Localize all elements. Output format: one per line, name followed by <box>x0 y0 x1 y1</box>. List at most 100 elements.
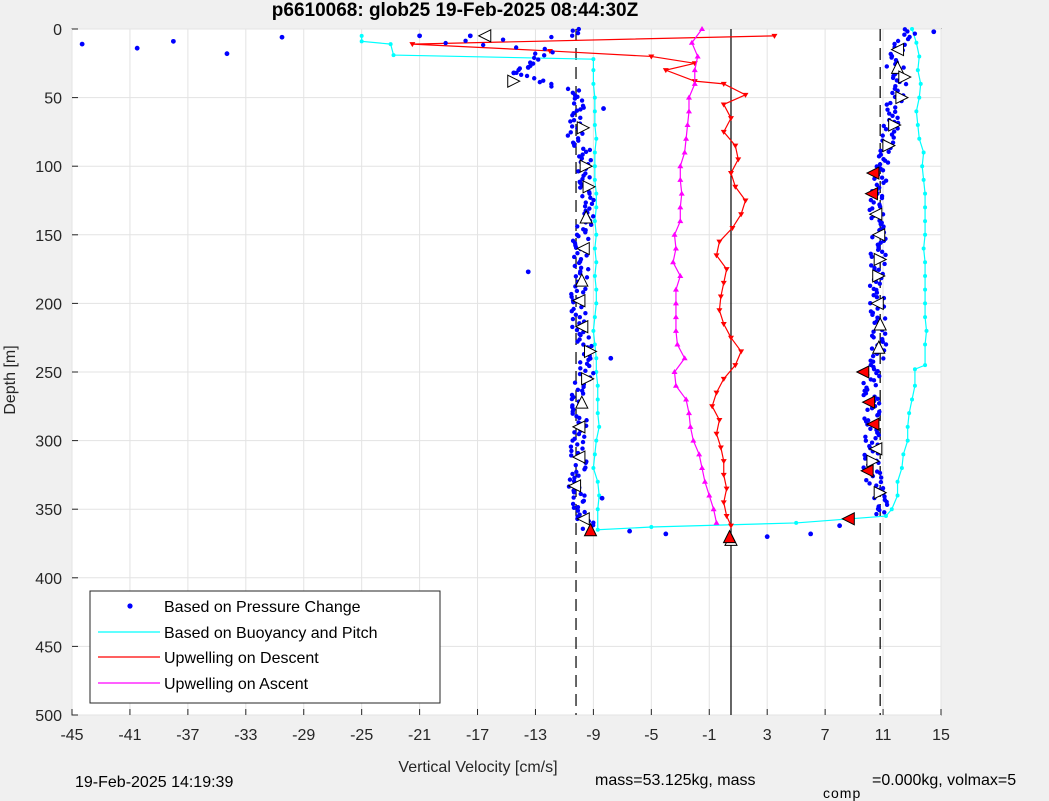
descent-upwelling-point <box>732 363 739 369</box>
open-triangle-marker <box>873 485 888 500</box>
pressure-change-point <box>837 523 843 529</box>
pressure-change-point <box>871 378 877 383</box>
pressure-change-point <box>582 204 588 209</box>
descent-upwelling-point <box>723 486 730 492</box>
buoyancy-pitch-point <box>923 232 928 237</box>
pressure-change-point <box>537 79 543 85</box>
buoyancy-pitch-point <box>907 411 912 416</box>
pressure-change-point <box>861 392 866 398</box>
buoyancy-pitch-point <box>921 246 926 251</box>
pressure-change-point <box>881 180 886 185</box>
open-triangle-marker <box>872 269 886 283</box>
filled-triangle-marker <box>855 365 870 379</box>
pressure-change-point <box>878 148 883 154</box>
buoyancy-pitch-point <box>899 466 904 471</box>
pressure-change-point <box>570 33 575 38</box>
pressure-change-point <box>224 51 230 57</box>
pressure-change-point <box>575 339 580 344</box>
pressure-change-point <box>577 415 582 421</box>
pressure-change-point <box>574 327 580 333</box>
footer-volmax: =0.000kg, volmax=5 <box>872 772 1017 789</box>
buoyancy-pitch-point <box>597 493 602 498</box>
pressure-change-point <box>525 65 531 70</box>
ascent-upwelling-point <box>681 149 688 155</box>
x-tick-label: -37 <box>176 727 199 744</box>
pressure-change-point <box>868 426 873 431</box>
pressure-change-point <box>883 342 889 347</box>
pressure-change-point <box>573 462 578 468</box>
open-triangle-marker <box>873 316 887 331</box>
open-triangle-marker <box>890 42 905 57</box>
y-tick-label: 350 <box>35 502 62 519</box>
pressure-change-point <box>575 387 581 392</box>
buoyancy-pitch-point <box>924 328 929 333</box>
pressure-change-point <box>531 55 537 61</box>
pressure-change-point <box>874 294 880 300</box>
ascent-upwelling-point <box>672 327 679 333</box>
buoyancy-pitch-point <box>592 342 597 347</box>
buoyancy-pitch-point <box>594 356 599 361</box>
descent-upwelling-point <box>720 376 727 382</box>
pressure-change-point <box>888 100 893 106</box>
buoyancy-pitch-point <box>594 232 599 237</box>
ascent-upwelling-point <box>687 423 694 429</box>
descent-upwelling-point <box>720 459 727 465</box>
pressure-change-point <box>587 191 592 196</box>
buoyancy-pitch-point <box>923 191 928 196</box>
pressure-change-point <box>569 453 574 458</box>
pressure-change-point <box>575 442 580 447</box>
descent-upwelling-point <box>709 404 716 410</box>
ascent-upwelling-point <box>672 382 679 388</box>
pressure-change-point <box>912 31 918 36</box>
buoyancy-pitch-point <box>597 424 602 429</box>
pressure-change-point <box>865 407 870 413</box>
open-triangle-marker <box>890 60 905 74</box>
triangle-markers <box>477 29 912 546</box>
pressure-change-point <box>578 491 583 497</box>
pressure-change-point <box>571 117 577 123</box>
pressure-change-point <box>876 432 882 438</box>
pressure-change-point <box>580 526 586 532</box>
ascent-upwelling-point <box>670 259 677 265</box>
pressure-change-point <box>881 356 886 361</box>
pressure-change-point <box>587 206 592 211</box>
buoyancy-pitch-point <box>921 177 926 182</box>
buoyancy-pitch-point <box>592 123 597 128</box>
pressure-change-point <box>861 380 866 386</box>
footer-mass: mass=53.125kg, mass <box>595 772 756 789</box>
descent-upwelling-point <box>771 33 778 39</box>
x-tick-label: -17 <box>466 727 489 744</box>
buoyancy-pitch-point <box>591 57 596 62</box>
pressure-change-point <box>518 72 524 78</box>
x-tick-label: -5 <box>644 727 658 744</box>
x-tick-label: 7 <box>821 727 830 744</box>
pressure-change-point <box>580 391 586 396</box>
pressure-change-point <box>533 51 538 56</box>
ascent-upwelling-point <box>677 176 684 182</box>
pressure-change-point <box>591 370 596 376</box>
pressure-change-point <box>808 531 814 537</box>
ascent-upwelling-point <box>685 94 692 100</box>
pressure-change-point <box>279 34 285 40</box>
pressure-change-point <box>549 84 554 89</box>
pressure-change-point <box>884 502 890 507</box>
buoyancy-pitch-point <box>910 27 915 31</box>
pressure-change-point <box>870 353 876 359</box>
pressure-change-point <box>587 175 592 180</box>
y-axis-label: Depth [m] <box>2 345 19 414</box>
pressure-change-point <box>570 438 575 443</box>
legend: Based on Pressure Change Based on Buoyan… <box>89 590 441 704</box>
open-triangle-marker <box>868 442 883 456</box>
pressure-change-point <box>570 113 575 118</box>
legend-label-buoyancy: Based on Buoyancy and Pitch <box>164 625 377 642</box>
open-triangle-marker <box>898 70 912 84</box>
buoyancy-pitch-point <box>905 438 910 443</box>
descent-upwelling-point <box>720 280 727 286</box>
pressure-change-point <box>579 304 584 310</box>
ascent-upwelling-point <box>706 492 713 498</box>
pressure-change-point <box>901 65 906 70</box>
pressure-change-point <box>872 265 877 271</box>
open-triangle-marker <box>571 293 586 308</box>
ascent-upwelling-point <box>710 506 717 512</box>
pressure-change-point <box>876 154 882 159</box>
